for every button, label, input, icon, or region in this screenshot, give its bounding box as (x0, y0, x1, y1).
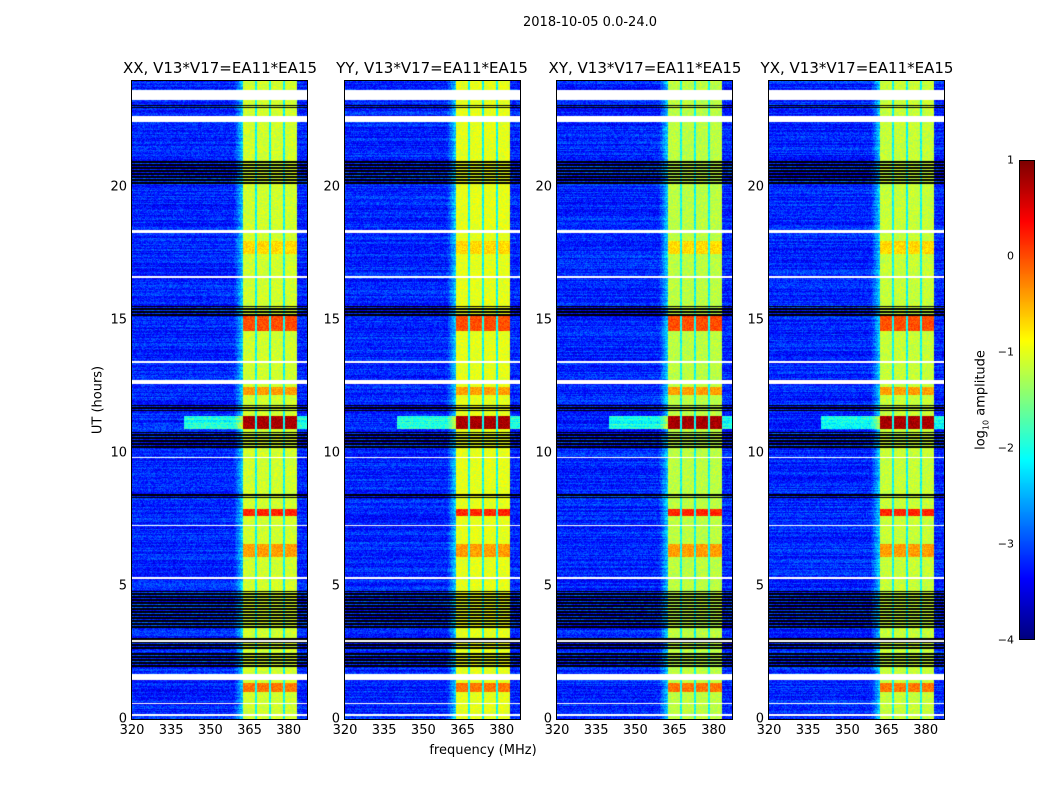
colorbar-tick-label: −2 (997, 441, 1014, 455)
x-tick-label: 350 (834, 723, 860, 738)
x-tick-label: 380 (489, 723, 515, 738)
colorbar-label: log10 amplitude (973, 350, 991, 450)
x-tick-label: 350 (197, 723, 223, 738)
x-tick-label: 335 (795, 723, 821, 738)
x-tick-label: 350 (410, 723, 436, 738)
y-tick-label: 0 (118, 711, 127, 727)
colorbar (1019, 160, 1035, 640)
x-tick-label: 350 (622, 723, 648, 738)
heatmap-panel-xy (556, 80, 733, 720)
colorbar-tick-label: 1 (1007, 153, 1014, 167)
x-tick-label: 335 (158, 723, 184, 738)
y-tick-label: 10 (323, 445, 340, 461)
colorbar-tick-label: 0 (1007, 249, 1014, 263)
y-tick-label: 20 (535, 179, 552, 195)
heatmap-xy (557, 81, 732, 719)
x-tick-label: 380 (913, 723, 939, 738)
y-tick-label: 0 (331, 711, 340, 727)
y-tick-label: 15 (110, 312, 127, 328)
colorbar-gradient (1020, 161, 1034, 639)
y-tick-label: 10 (110, 445, 127, 461)
x-axis-label: frequency (MHz) (429, 743, 537, 758)
x-tick-label: 320 (332, 723, 358, 738)
heatmap-yy (345, 81, 520, 719)
heatmap-yx (769, 81, 944, 719)
x-tick-label: 320 (544, 723, 570, 738)
colorbar-tick-label: −4 (997, 633, 1014, 647)
panel-title-xx: XX, V13*V17=EA11*EA15 (122, 59, 318, 77)
y-tick-label: 5 (118, 578, 127, 594)
colorbar-tick-label: −3 (997, 537, 1014, 551)
y-tick-label: 20 (747, 179, 764, 195)
heatmap-xx (132, 81, 307, 719)
x-tick-label: 380 (276, 723, 302, 738)
panel-title-yy: YY, V13*V17=EA11*EA15 (336, 59, 528, 77)
x-tick-label: 320 (756, 723, 782, 738)
y-tick-label: 5 (755, 578, 764, 594)
x-tick-label: 380 (701, 723, 727, 738)
y-tick-label: 20 (110, 179, 127, 195)
y-tick-label: 10 (535, 445, 552, 461)
heatmap-panel-yx (768, 80, 945, 720)
x-tick-label: 335 (583, 723, 609, 738)
x-tick-label: 335 (371, 723, 397, 738)
y-tick-label: 20 (323, 179, 340, 195)
y-axis-label: UT (hours) (90, 365, 106, 435)
y-tick-label: 5 (543, 578, 552, 594)
y-tick-label: 0 (755, 711, 764, 727)
x-tick-label: 365 (662, 723, 687, 738)
panel-title-xy: XY, V13*V17=EA11*EA15 (548, 59, 742, 77)
y-tick-label: 15 (323, 312, 340, 328)
heatmap-panel-yy (344, 80, 521, 720)
y-tick-label: 0 (543, 711, 552, 727)
y-tick-label: 15 (535, 312, 552, 328)
y-tick-label: 5 (331, 578, 340, 594)
y-tick-label: 10 (747, 445, 764, 461)
x-tick-label: 365 (450, 723, 475, 738)
x-tick-label: 320 (119, 723, 145, 738)
heatmap-panel-xx (131, 80, 308, 720)
x-tick-label: 365 (874, 723, 899, 738)
x-tick-label: 365 (237, 723, 262, 738)
figure-title: 2018-10-05 0.0-24.0 (523, 15, 657, 30)
y-tick-label: 15 (747, 312, 764, 328)
colorbar-tick-label: −1 (997, 345, 1014, 359)
panel-title-yx: YX, V13*V17=EA11*EA15 (760, 59, 954, 77)
